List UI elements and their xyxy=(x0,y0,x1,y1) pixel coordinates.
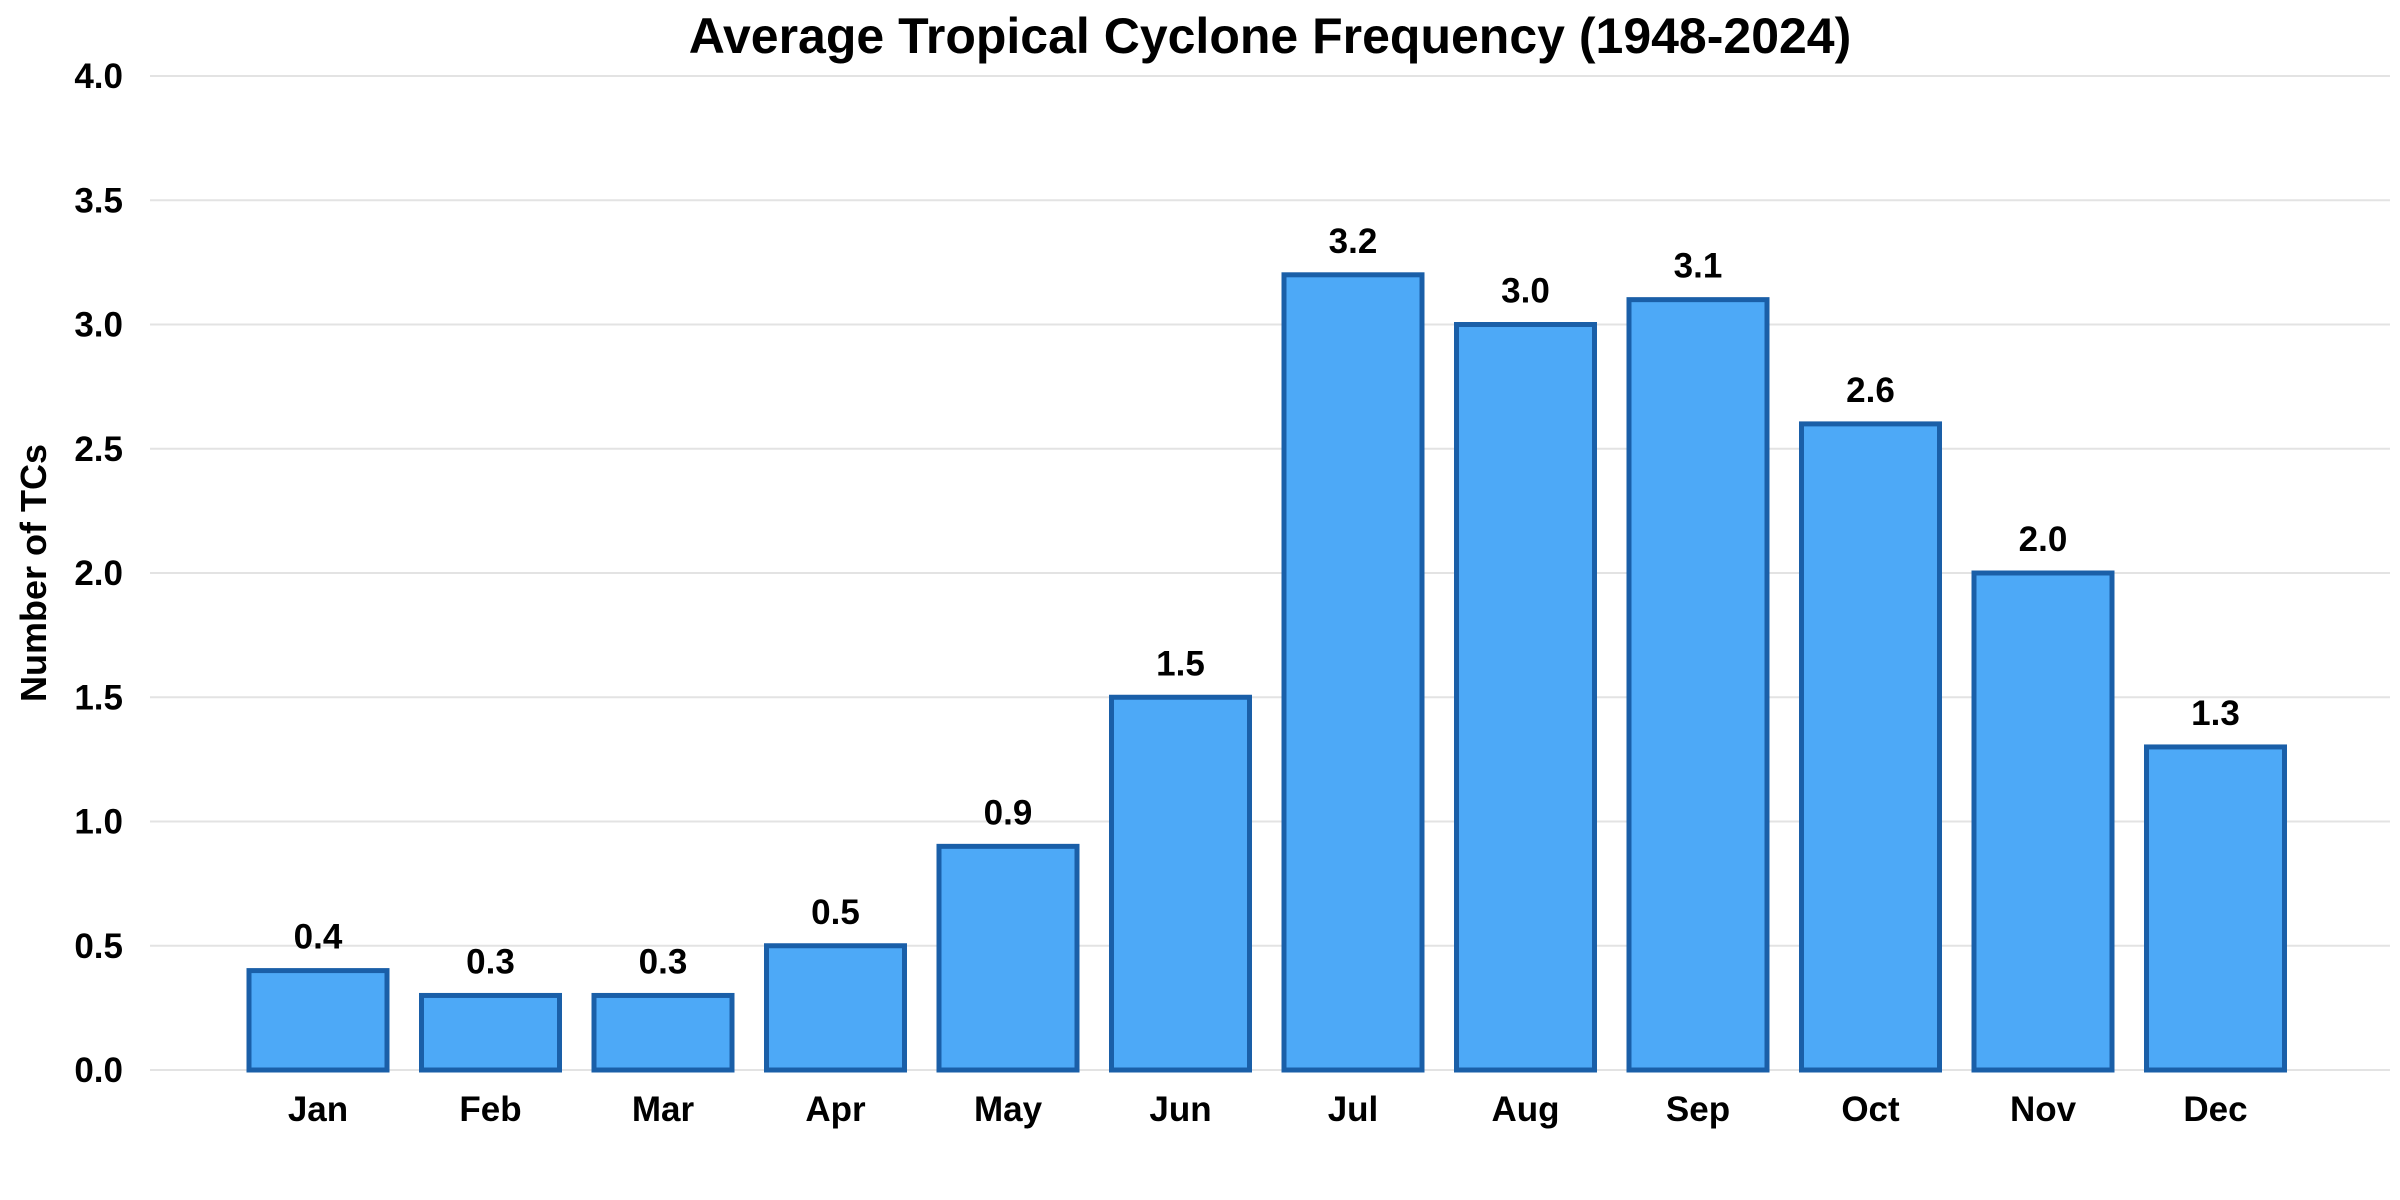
bar-mar xyxy=(591,992,735,1073)
bar-aug xyxy=(1454,322,1597,1073)
x-axis-ticks: Jan Feb Mar Apr May Jun Jul Aug Sep Oct Nov Dec xyxy=(288,1090,2248,1129)
data-label-apr: 0.5 xyxy=(811,893,860,932)
bar-jan xyxy=(246,968,390,1073)
data-label-dec: 1.3 xyxy=(2191,694,2240,733)
x-tick-label-nov: Nov xyxy=(2010,1090,2077,1129)
x-tick-label-feb: Feb xyxy=(459,1090,521,1129)
bar-jul xyxy=(1281,272,1425,1073)
bar-nov xyxy=(1971,570,2115,1073)
x-tick-label-apr: Apr xyxy=(805,1090,866,1129)
x-tick-label-sep: Sep xyxy=(1666,1090,1730,1129)
y-axis-ticks: 0.0 0.5 1.0 1.5 2.0 2.5 3.0 3.5 4.0 xyxy=(74,57,123,1090)
bar-feb xyxy=(419,992,562,1073)
y-tick-label: 2.5 xyxy=(74,430,123,469)
data-label-sep: 3.1 xyxy=(1674,247,1723,286)
data-label-nov: 2.0 xyxy=(2019,520,2068,559)
y-tick-label: 1.0 xyxy=(74,803,123,842)
x-tick-label-dec: Dec xyxy=(2183,1090,2247,1129)
bars xyxy=(246,272,2287,1073)
y-tick-label: 4.0 xyxy=(74,57,123,96)
bar-oct xyxy=(1799,421,1942,1073)
grid-lines xyxy=(150,75,2390,1071)
data-labels: 0.4 0.3 0.3 0.5 0.9 1.5 3.2 3.0 3.1 2.6 2.0 1.3 xyxy=(294,222,2240,982)
x-tick-label-may: May xyxy=(974,1090,1043,1129)
data-label-feb: 0.3 xyxy=(466,942,515,981)
data-label-jun: 1.5 xyxy=(1156,644,1205,683)
y-tick-label: 0.0 xyxy=(74,1051,123,1090)
x-tick-label-jan: Jan xyxy=(288,1090,348,1129)
y-tick-label: 1.5 xyxy=(74,678,123,717)
bar-apr xyxy=(764,943,907,1073)
x-tick-label-oct: Oct xyxy=(1841,1090,1900,1129)
y-tick-label: 3.5 xyxy=(74,181,123,220)
data-label-may: 0.9 xyxy=(984,793,1033,832)
x-tick-label-jul: Jul xyxy=(1328,1090,1379,1129)
data-label-jan: 0.4 xyxy=(294,918,343,957)
x-tick-label-jun: Jun xyxy=(1149,1090,1211,1129)
data-label-mar: 0.3 xyxy=(639,942,688,981)
y-axis-label: Number of TCs xyxy=(13,444,54,702)
y-tick-label: 0.5 xyxy=(74,927,123,966)
bar-sep xyxy=(1626,297,1770,1073)
y-tick-label: 3.0 xyxy=(74,306,123,345)
bar-may xyxy=(936,843,1080,1073)
x-tick-label-mar: Mar xyxy=(632,1090,695,1129)
data-label-jul: 3.2 xyxy=(1329,222,1378,261)
data-label-oct: 2.6 xyxy=(1846,371,1895,410)
data-label-aug: 3.0 xyxy=(1501,272,1550,311)
bar-jun xyxy=(1109,694,1252,1073)
x-tick-label-aug: Aug xyxy=(1491,1090,1559,1129)
y-tick-label: 2.0 xyxy=(74,554,123,593)
bar-dec xyxy=(2144,744,2287,1073)
chart-title: Average Tropical Cyclone Frequency (1948… xyxy=(689,8,1852,64)
